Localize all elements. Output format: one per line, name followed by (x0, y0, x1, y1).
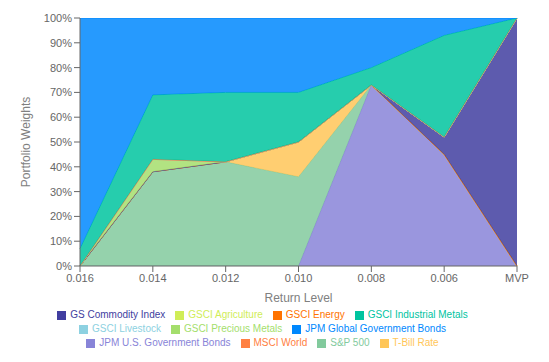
html-text:S&P 500: S&P 500 (330, 337, 370, 348)
svg-text:Return Level: Return Level (264, 291, 332, 305)
html-text:JPM Global Government Bonds: JPM Global Government Bonds (305, 323, 446, 334)
html-text:GS Commodity Index: GS Commodity Index (70, 309, 166, 320)
html-text:GSCI Precious Metals: GSCI Precious Metals (184, 323, 283, 334)
html-text:T-Bill Rate: T-Bill Rate (392, 337, 439, 348)
html-text:JPM U.S. Government Bonds: JPM U.S. Government Bonds (99, 337, 231, 348)
svg-text:100%: 100% (44, 12, 72, 24)
svg-text:0.006: 0.006 (430, 272, 458, 284)
svg-text:0.008: 0.008 (358, 272, 386, 284)
svg-text:80%: 80% (50, 62, 72, 74)
html-text:MSCI World: MSCI World (253, 337, 308, 348)
svg-text:0.012: 0.012 (212, 272, 240, 284)
svg-text:60%: 60% (50, 111, 72, 123)
svg-text:Portfolio Weights: Portfolio Weights (19, 97, 33, 188)
html-text:GSCI Energy: GSCI Energy (285, 309, 345, 320)
svg-text:MVP: MVP (505, 272, 529, 284)
svg-text:50%: 50% (50, 136, 72, 148)
svg-text:0%: 0% (56, 260, 72, 272)
svg-text:0.014: 0.014 (139, 272, 167, 284)
svg-text:90%: 90% (50, 37, 72, 49)
html-text:GSCI Agriculture: GSCI Agriculture (188, 309, 263, 320)
svg-text:0.016: 0.016 (66, 272, 94, 284)
svg-text:20%: 20% (50, 210, 72, 222)
svg-text:70%: 70% (50, 86, 72, 98)
html-text:GSCI Livestock: GSCI Livestock (92, 323, 161, 334)
svg-text:30%: 30% (50, 186, 72, 198)
svg-text:0.010: 0.010 (285, 272, 313, 284)
svg-text:40%: 40% (50, 161, 72, 173)
html-text:GSCI Industrial Metals: GSCI Industrial Metals (367, 309, 468, 320)
svg-text:10%: 10% (50, 235, 72, 247)
